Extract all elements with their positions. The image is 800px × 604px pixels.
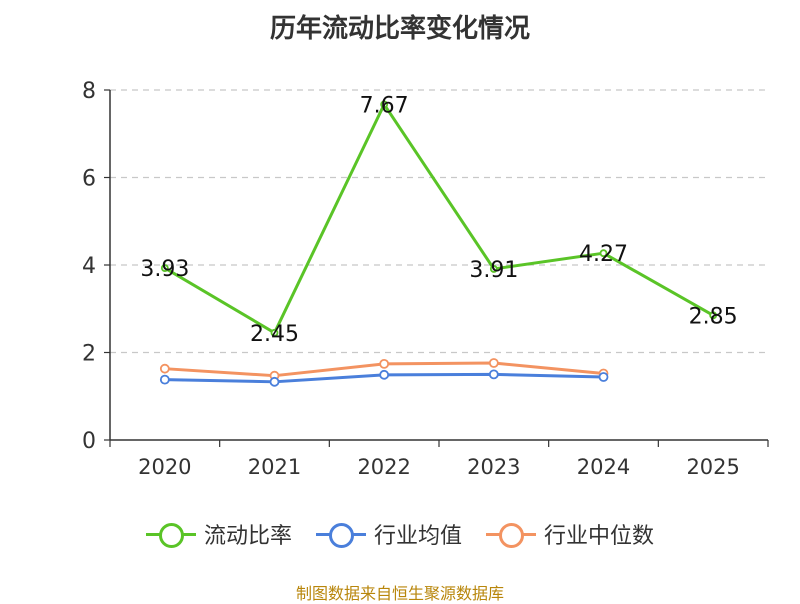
data-point	[488, 358, 499, 368]
data-source: 制图数据来自恒生聚源数据库	[295, 584, 504, 603]
data-point	[379, 358, 390, 369]
y-tick-label: 2	[82, 342, 96, 367]
data-label: 2.45	[250, 322, 299, 347]
x-tick-label: 2024	[577, 455, 630, 479]
data-point	[489, 265, 498, 273]
legend-label-industry-mean: 行业均值	[373, 524, 462, 549]
legend-swatch-industry-mean	[315, 519, 366, 549]
legend: 流动比率 行业均值 行业中位数	[0, 518, 800, 550]
data-point	[270, 328, 279, 337]
data-point	[269, 376, 280, 387]
x-tick-label: 2023	[467, 455, 520, 479]
y-tick-label: 8	[82, 79, 96, 104]
x-tick-label: 2021	[248, 455, 301, 479]
x-tick-label: 2020	[138, 455, 191, 479]
data-point	[380, 100, 389, 109]
x-tick-label: 2025	[686, 455, 739, 479]
data-label: 7.67	[360, 93, 409, 118]
y-tick-label: 6	[82, 167, 96, 192]
data-label: 2.85	[689, 304, 738, 329]
legend-item-industry-median[interactable]: 行业中位数	[486, 518, 654, 550]
legend-swatch-industry-median	[486, 519, 536, 549]
legend-item-current-ratio[interactable]: 流动比率	[145, 518, 292, 550]
data-label: 3.91	[469, 258, 518, 283]
data-point	[598, 372, 609, 382]
legend-item-industry-mean[interactable]: 行业均值	[315, 518, 462, 550]
data-point	[488, 369, 499, 380]
data-point	[159, 374, 170, 385]
x-tick-label: 2022	[357, 455, 410, 479]
legend-swatch-current-ratio	[145, 519, 196, 549]
data-label: 4.27	[579, 242, 628, 267]
data-point	[160, 264, 169, 272]
series-line-0	[164, 102, 714, 335]
data-point	[709, 311, 718, 320]
data-label: 3.93	[140, 257, 189, 282]
data-point	[599, 249, 608, 258]
data-point	[379, 369, 390, 380]
data-point	[159, 363, 170, 374]
chart-title: 历年流动比率变化情况	[269, 14, 530, 44]
legend-label-current-ratio: 流动比率	[203, 524, 292, 549]
y-tick-label: 0	[82, 429, 96, 454]
legend-label-industry-median: 行业中位数	[544, 524, 655, 549]
y-tick-label: 4	[82, 254, 96, 279]
